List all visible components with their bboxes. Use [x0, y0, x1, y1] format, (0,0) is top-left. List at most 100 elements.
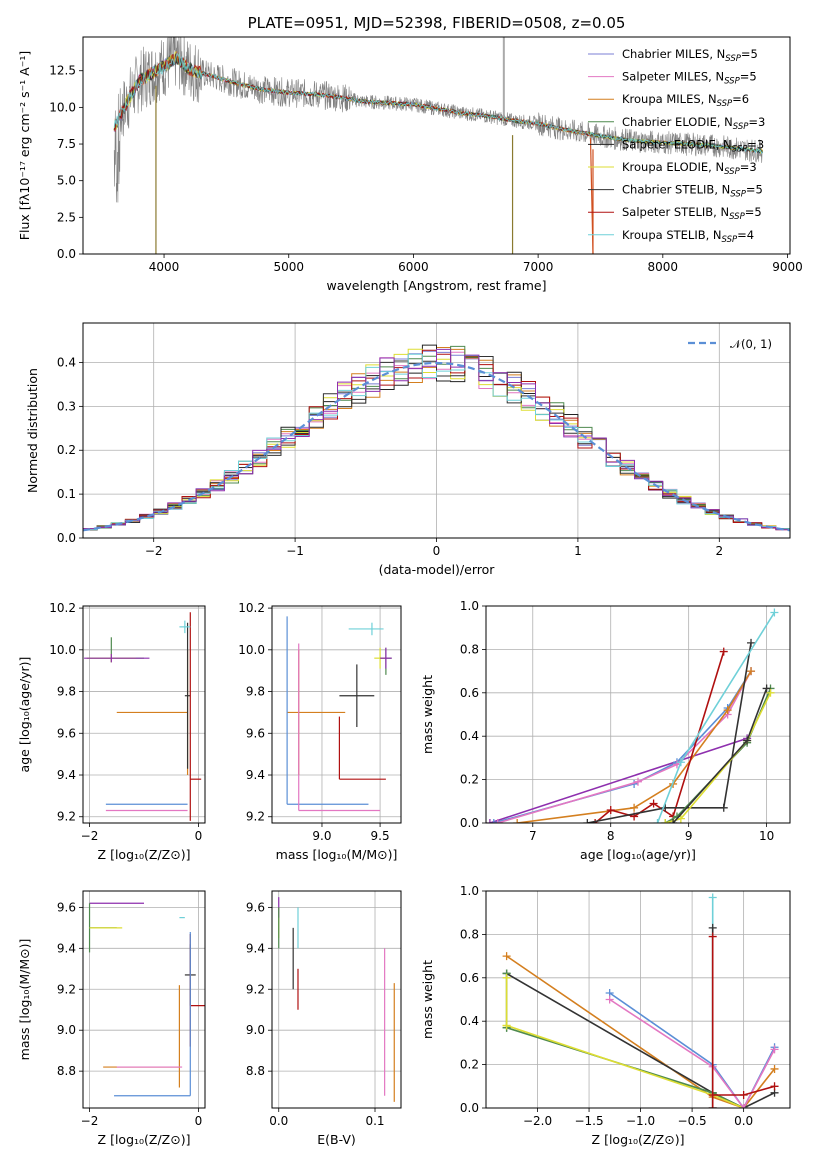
y-tick-label: 0.2: [460, 1058, 479, 1072]
x-tick-label: −1.5: [574, 1114, 603, 1128]
mass-weight-line: [656, 612, 776, 823]
y-tick-label: 9.4: [246, 941, 265, 955]
y-tick-label: 0.0: [57, 247, 76, 261]
plus-marker: [747, 638, 756, 647]
axes-frame: [271, 605, 402, 824]
legend-sub: SSP: [724, 77, 740, 87]
plus-marker: [708, 1104, 717, 1108]
y-tick-label: 0.4: [460, 729, 479, 743]
mass-weight-line: [497, 670, 752, 823]
x-axis-label: wavelength [Angstrom, rest frame]: [326, 278, 546, 293]
legend-sub: SSP: [725, 54, 741, 64]
plot-area: [88, 902, 205, 1097]
x-tick-label: 10: [759, 829, 774, 843]
mass-weight-line: [517, 670, 752, 823]
x-axis-label: Z [log₁₀(Z/Z⊙)]: [98, 1132, 191, 1147]
mass-weight-line: [587, 642, 752, 823]
legend-label: Chabrier ELODIE, N: [622, 115, 733, 129]
plus-marker: [630, 803, 639, 812]
y-tick-label: 10.0: [238, 643, 265, 657]
y-tick-label: 0.3: [57, 399, 76, 413]
y-tick-label: 9.8: [246, 685, 265, 699]
plus-marker: [653, 819, 662, 823]
plus-marker: [605, 995, 614, 1004]
y-tick-label: 0.8: [460, 642, 479, 656]
x-tick-label: 6000: [398, 260, 429, 274]
plus-marker: [502, 952, 511, 961]
y-tick-label: 0.2: [460, 773, 479, 787]
legend-entry: 𝒩(0, 1): [730, 337, 772, 351]
y-tick-label: 9.6: [246, 726, 265, 740]
mass-weight-line: [594, 651, 725, 823]
x-tick-label: 0: [433, 544, 441, 558]
legend-entry: Chabrier ELODIE, NSSP=3: [622, 115, 765, 132]
plus-marker: [502, 973, 511, 982]
y-axis-label: mass [log₁₀(M/M⊙)]: [17, 939, 32, 1061]
y-tick-label: 1.0: [460, 599, 479, 613]
errorbar-point: [287, 649, 346, 776]
plus-marker: [770, 608, 779, 617]
x-tick-label: 1: [574, 544, 582, 558]
plus-marker: [762, 684, 771, 693]
x-tick-label: 8: [607, 829, 615, 843]
legend-sub: SSP: [729, 212, 745, 222]
y-tick-label: 10.0: [49, 643, 76, 657]
legend: 𝒩(0, 1): [688, 337, 772, 351]
errorbar-point: [189, 612, 202, 821]
errorbar-point: [348, 622, 384, 636]
plot-area: [113, 37, 764, 254]
plus-marker: [676, 814, 685, 823]
mass-weight-line: [506, 955, 776, 1108]
y-tick-label: 5.0: [57, 174, 76, 188]
plot-area: [278, 897, 395, 1102]
plot-area: [286, 616, 392, 812]
plus-marker: [649, 799, 658, 808]
spectrum-panel: 4000 5000 6000 7000 8000 9000 0.0 2.5 5.0 7.5 10.0…: [17, 14, 803, 293]
errorbar-point: [184, 622, 191, 769]
legend-entry: Salpeter ELODIE, NSSP=3: [622, 137, 764, 154]
x-tick-label: 0: [195, 1114, 203, 1128]
model-curve: [113, 51, 763, 154]
legend-sub: SSP: [717, 99, 733, 109]
errorbar-point: [298, 643, 381, 812]
plus-marker: [606, 805, 615, 814]
plus-marker: [708, 923, 717, 932]
legend-label: Kroupa ELODIE, N: [622, 160, 724, 174]
axes-frame: [485, 890, 791, 1109]
y-tick-label: 2.5: [57, 210, 76, 224]
y-tick-label: 0.4: [460, 1014, 479, 1028]
plus-marker: [634, 777, 642, 786]
y-tick-label: 0.1: [57, 487, 76, 501]
plus-marker: [583, 819, 592, 823]
axes-frame: [82, 322, 791, 539]
y-tick-label: 9.4: [57, 941, 76, 955]
plot-area: [83, 344, 790, 538]
mass-weight-line: [506, 1026, 744, 1108]
legend-suffix: =3: [740, 160, 757, 174]
y-tick-label: 12.5: [49, 64, 76, 78]
y-tick-label: 8.8: [57, 1064, 76, 1078]
massweight-vs-z-panel: −2.0 −1.5 −1.0 −0.5 0.0 0.0 0.2 0.4 0.6 0.8 1.0 Z […: [420, 884, 791, 1147]
legend-suffix: =3: [747, 137, 764, 151]
plus-marker: [669, 819, 678, 823]
axes-frame: [82, 890, 206, 1109]
legend-suffix: =6: [732, 92, 749, 106]
x-tick-label: 7000: [523, 260, 554, 274]
y-tick-label: 10.0: [49, 100, 76, 114]
plus-marker: [513, 819, 522, 823]
x-tick-label: 0.1: [365, 1114, 384, 1128]
mass-weight-line: [672, 688, 768, 823]
plus-marker: [708, 893, 717, 902]
legend-suffix: =5: [741, 47, 758, 61]
x-tick-label: −1: [286, 544, 304, 558]
mass-weight-line: [664, 688, 772, 823]
y-tick-label: 10.2: [49, 601, 76, 615]
x-tick-label: 9.5: [371, 829, 390, 843]
legend-sub: SSP: [730, 190, 746, 200]
errorbar-point: [114, 931, 191, 1097]
x-tick-label: −2.0: [523, 1114, 552, 1128]
plus-marker: [747, 667, 756, 676]
mass-weight-line: [489, 737, 748, 823]
plus-marker: [719, 647, 728, 656]
